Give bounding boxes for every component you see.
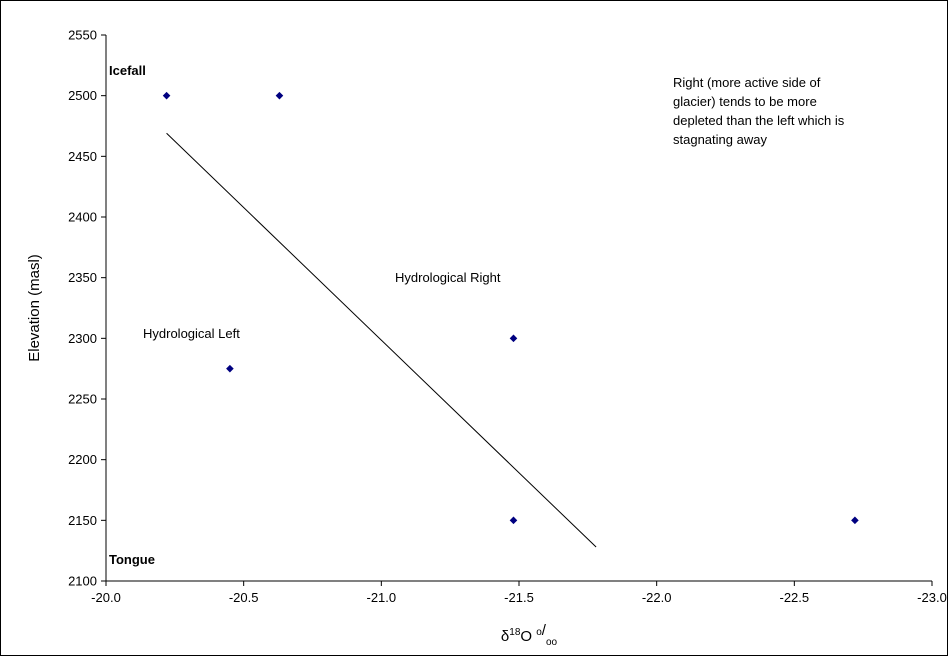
x-tick-label: -22.5 (780, 590, 810, 605)
x-axis-title-delta: δ (501, 628, 509, 645)
note-line: glacier) tends to be more (673, 94, 817, 109)
data-point (163, 92, 171, 100)
x-tick-label: -20.0 (91, 590, 121, 605)
data-point (226, 365, 234, 373)
x-tick-label: -21.0 (367, 590, 397, 605)
y-tick-label: 2250 (68, 392, 97, 407)
x-axis-title-element: O (520, 628, 536, 645)
y-tick-label: 2100 (68, 574, 97, 589)
data-points (163, 92, 859, 524)
y-tick-label: 2150 (68, 513, 97, 528)
icefall-label: Icefall (109, 63, 146, 78)
data-point (851, 517, 859, 525)
data-point (276, 92, 284, 100)
y-tick-label: 2300 (68, 331, 97, 346)
y-tick-label: 2400 (68, 210, 97, 225)
note-annotation: Right (more active side of glacier) tend… (673, 75, 848, 147)
y-axis-title: Elevation (masl) (26, 254, 43, 362)
x-axis-title-permil-sub: oo (546, 637, 558, 648)
x-tick-label: -23.0 (917, 590, 947, 605)
y-axis-ticks: 2100 2150 2200 2250 2300 2350 2400 2450 2500 2550 (68, 28, 106, 589)
x-tick-label: -22.0 (642, 590, 672, 605)
note-line: stagnating away (673, 132, 767, 147)
note-line: depleted than the left which is (673, 113, 845, 128)
tongue-label: Tongue (109, 552, 155, 567)
y-tick-label: 2550 (68, 28, 97, 43)
y-tick-label: 2200 (68, 452, 97, 467)
x-axis-title: δ18O o/oo (501, 622, 558, 648)
x-tick-label: -21.5 (504, 590, 534, 605)
y-tick-label: 2500 (68, 88, 97, 103)
data-point (510, 517, 518, 525)
hydrological-right-label: Hydrological Right (395, 270, 501, 285)
data-point (510, 335, 518, 343)
hydrological-left-label: Hydrological Left (143, 326, 240, 341)
y-tick-label: 2450 (68, 149, 97, 164)
y-tick-label: 2350 (68, 270, 97, 285)
x-axis-title-isotope-mass: 18 (509, 627, 521, 638)
x-tick-label: -20.5 (229, 590, 259, 605)
note-line: Right (more active side of (673, 75, 821, 90)
x-axis-ticks: -20.0 -20.5 -21.0 -21.5 -22.0 -22.5 -23.0 (91, 581, 947, 605)
